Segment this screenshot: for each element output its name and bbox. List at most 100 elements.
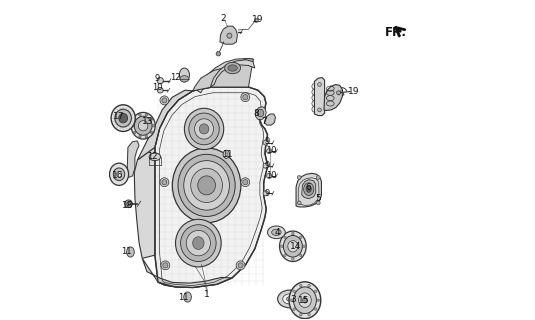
Text: 5: 5 bbox=[315, 194, 321, 203]
Circle shape bbox=[300, 284, 302, 287]
Polygon shape bbox=[210, 60, 255, 87]
Ellipse shape bbox=[189, 113, 219, 145]
Text: 11: 11 bbox=[121, 247, 132, 257]
Circle shape bbox=[263, 140, 268, 145]
Circle shape bbox=[241, 178, 250, 187]
Ellipse shape bbox=[117, 172, 121, 177]
Ellipse shape bbox=[278, 290, 302, 308]
Ellipse shape bbox=[299, 293, 311, 308]
Ellipse shape bbox=[111, 105, 135, 132]
Polygon shape bbox=[220, 26, 238, 44]
Ellipse shape bbox=[200, 124, 209, 134]
Circle shape bbox=[216, 52, 220, 56]
Circle shape bbox=[157, 77, 164, 84]
Text: 6: 6 bbox=[305, 183, 311, 192]
Ellipse shape bbox=[115, 109, 132, 127]
Ellipse shape bbox=[294, 287, 316, 314]
Circle shape bbox=[243, 180, 248, 185]
Ellipse shape bbox=[181, 225, 216, 261]
Circle shape bbox=[266, 148, 272, 154]
Text: 11: 11 bbox=[221, 150, 232, 159]
Text: 19: 19 bbox=[251, 15, 263, 24]
Circle shape bbox=[337, 91, 340, 95]
Polygon shape bbox=[302, 180, 316, 199]
Ellipse shape bbox=[225, 62, 241, 74]
Circle shape bbox=[133, 131, 136, 134]
Polygon shape bbox=[315, 77, 325, 116]
Text: 9: 9 bbox=[264, 137, 270, 147]
Text: 7: 7 bbox=[261, 117, 266, 126]
Text: 9: 9 bbox=[264, 161, 270, 170]
Circle shape bbox=[263, 191, 268, 196]
Polygon shape bbox=[155, 87, 268, 288]
Text: 18: 18 bbox=[122, 201, 134, 210]
Circle shape bbox=[125, 200, 132, 208]
Circle shape bbox=[297, 176, 301, 179]
Circle shape bbox=[241, 93, 250, 102]
Circle shape bbox=[152, 124, 155, 127]
Ellipse shape bbox=[178, 154, 235, 216]
Text: 3: 3 bbox=[290, 295, 296, 304]
Circle shape bbox=[308, 284, 310, 287]
Ellipse shape bbox=[185, 108, 224, 149]
Text: FR.: FR. bbox=[385, 26, 407, 39]
Circle shape bbox=[255, 19, 258, 22]
Circle shape bbox=[162, 98, 167, 103]
Circle shape bbox=[300, 313, 302, 316]
Circle shape bbox=[145, 114, 148, 116]
Circle shape bbox=[317, 299, 319, 301]
Text: 4: 4 bbox=[274, 228, 280, 237]
Text: 10: 10 bbox=[152, 83, 162, 92]
Circle shape bbox=[162, 180, 167, 185]
Text: 8: 8 bbox=[253, 108, 258, 117]
Circle shape bbox=[316, 201, 320, 205]
Polygon shape bbox=[127, 141, 139, 178]
Circle shape bbox=[266, 173, 272, 178]
Circle shape bbox=[163, 263, 168, 268]
Ellipse shape bbox=[195, 119, 213, 139]
Circle shape bbox=[292, 258, 294, 260]
Ellipse shape bbox=[119, 113, 128, 123]
Circle shape bbox=[318, 108, 322, 112]
Polygon shape bbox=[264, 114, 276, 125]
Ellipse shape bbox=[193, 237, 204, 250]
Polygon shape bbox=[134, 147, 155, 258]
Circle shape bbox=[150, 131, 153, 134]
Circle shape bbox=[133, 118, 136, 120]
Polygon shape bbox=[255, 107, 266, 119]
Ellipse shape bbox=[304, 183, 314, 196]
Ellipse shape bbox=[282, 294, 297, 304]
Text: 15: 15 bbox=[298, 296, 309, 305]
Ellipse shape bbox=[184, 161, 230, 210]
Text: 1: 1 bbox=[204, 290, 210, 299]
Text: 14: 14 bbox=[291, 242, 302, 251]
Ellipse shape bbox=[228, 65, 238, 71]
Circle shape bbox=[139, 135, 141, 138]
Circle shape bbox=[127, 202, 131, 206]
Circle shape bbox=[303, 245, 305, 248]
Text: 9: 9 bbox=[155, 74, 160, 83]
Text: 11: 11 bbox=[178, 292, 189, 301]
Circle shape bbox=[318, 83, 322, 86]
Text: 12: 12 bbox=[148, 152, 158, 161]
Circle shape bbox=[293, 308, 295, 310]
Circle shape bbox=[300, 254, 302, 257]
Text: 17: 17 bbox=[113, 112, 125, 121]
Ellipse shape bbox=[184, 292, 192, 302]
Ellipse shape bbox=[127, 247, 134, 257]
Circle shape bbox=[308, 313, 310, 316]
Circle shape bbox=[145, 135, 148, 138]
Ellipse shape bbox=[149, 153, 160, 161]
Ellipse shape bbox=[257, 109, 264, 117]
Polygon shape bbox=[296, 173, 322, 207]
Circle shape bbox=[132, 124, 134, 127]
Circle shape bbox=[315, 290, 317, 292]
Ellipse shape bbox=[289, 282, 321, 319]
Circle shape bbox=[316, 176, 320, 179]
Circle shape bbox=[292, 232, 294, 235]
Ellipse shape bbox=[172, 148, 241, 223]
Circle shape bbox=[284, 236, 286, 239]
Ellipse shape bbox=[306, 186, 311, 192]
Ellipse shape bbox=[139, 121, 148, 131]
Circle shape bbox=[161, 261, 170, 270]
